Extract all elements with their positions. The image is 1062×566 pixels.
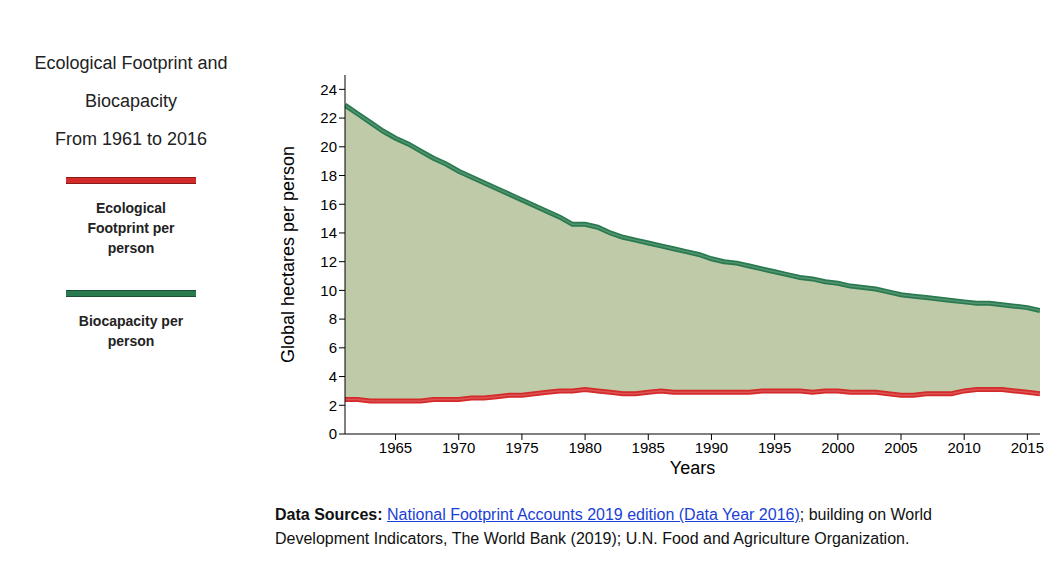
- svg-text:Global hectares per person: Global hectares per person: [278, 146, 298, 363]
- svg-text:1995: 1995: [758, 439, 791, 456]
- svg-text:1965: 1965: [379, 439, 412, 456]
- svg-text:24: 24: [320, 81, 337, 98]
- svg-text:1985: 1985: [632, 439, 665, 456]
- svg-text:1980: 1980: [568, 439, 601, 456]
- svg-text:6: 6: [329, 339, 337, 356]
- svg-text:2005: 2005: [884, 439, 917, 456]
- svg-text:18: 18: [320, 167, 337, 184]
- svg-text:2000: 2000: [821, 439, 854, 456]
- svg-text:16: 16: [320, 196, 337, 213]
- svg-text:Years: Years: [670, 458, 715, 478]
- svg-text:1975: 1975: [505, 439, 538, 456]
- svg-text:2: 2: [329, 397, 337, 414]
- svg-text:14: 14: [320, 224, 337, 241]
- svg-text:1970: 1970: [442, 439, 475, 456]
- svg-text:1990: 1990: [695, 439, 728, 456]
- svg-text:10: 10: [320, 282, 337, 299]
- svg-text:0: 0: [329, 425, 337, 442]
- svg-text:20: 20: [320, 138, 337, 155]
- svg-text:2015: 2015: [1011, 439, 1044, 456]
- html-text:Data Sources: National Footpri: Data Sources: National Footprint Account…: [275, 506, 932, 547]
- svg-text:8: 8: [329, 310, 337, 327]
- html-text:Ecological Footprint and Bioca: Ecological Footprint and Biocapacity Fro…: [34, 53, 228, 149]
- html-text:Ecological Footprint per perso: Ecological Footprint per person: [87, 200, 175, 256]
- svg-text:2010: 2010: [947, 439, 980, 456]
- svg-text:12: 12: [320, 253, 337, 270]
- svg-text:22: 22: [320, 109, 337, 126]
- svg-text:4: 4: [329, 368, 337, 385]
- html-text:Biocapacity per person: Biocapacity per person: [78, 313, 184, 349]
